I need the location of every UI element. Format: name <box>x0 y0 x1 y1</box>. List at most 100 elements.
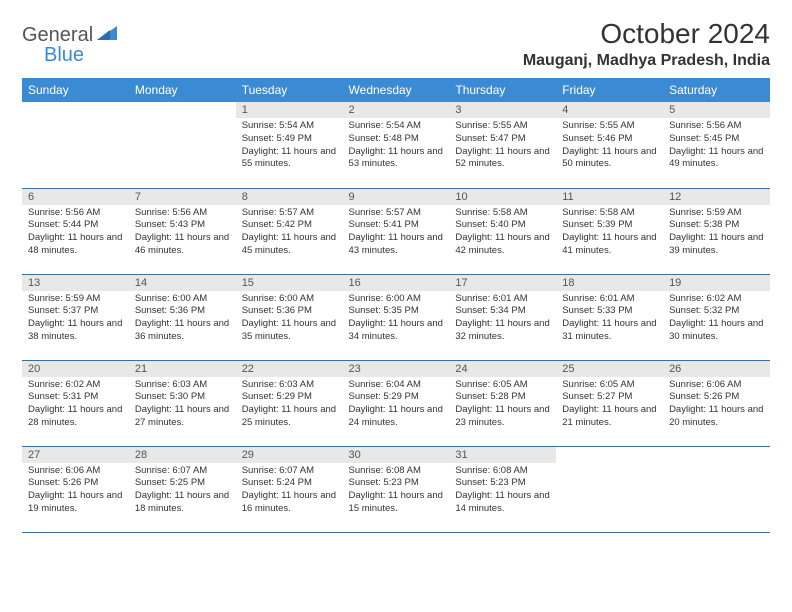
calendar-cell: 12Sunrise: 5:59 AMSunset: 5:38 PMDayligh… <box>663 188 770 274</box>
day-header: Tuesday <box>236 78 343 102</box>
day-body: Sunrise: 5:56 AMSunset: 5:45 PMDaylight:… <box>663 118 770 175</box>
day-number: 21 <box>129 361 236 377</box>
day-body: Sunrise: 6:01 AMSunset: 5:34 PMDaylight:… <box>449 291 556 348</box>
calendar-cell: 21Sunrise: 6:03 AMSunset: 5:30 PMDayligh… <box>129 360 236 446</box>
day-number: 16 <box>343 275 450 291</box>
day-number: 9 <box>343 189 450 205</box>
day-body: Sunrise: 5:57 AMSunset: 5:42 PMDaylight:… <box>236 205 343 262</box>
calendar-cell: 11Sunrise: 5:58 AMSunset: 5:39 PMDayligh… <box>556 188 663 274</box>
day-body: Sunrise: 6:00 AMSunset: 5:36 PMDaylight:… <box>129 291 236 348</box>
day-number: 1 <box>236 102 343 118</box>
calendar-cell: 14Sunrise: 6:00 AMSunset: 5:36 PMDayligh… <box>129 274 236 360</box>
day-body: Sunrise: 6:03 AMSunset: 5:30 PMDaylight:… <box>129 377 236 434</box>
day-body: Sunrise: 6:04 AMSunset: 5:29 PMDaylight:… <box>343 377 450 434</box>
title-block: October 2024 Mauganj, Madhya Pradesh, In… <box>523 18 770 70</box>
calendar-cell: 30Sunrise: 6:08 AMSunset: 5:23 PMDayligh… <box>343 446 450 532</box>
day-body: Sunrise: 6:05 AMSunset: 5:27 PMDaylight:… <box>556 377 663 434</box>
day-body: Sunrise: 6:00 AMSunset: 5:36 PMDaylight:… <box>236 291 343 348</box>
day-number: 31 <box>449 447 556 463</box>
day-body: Sunrise: 5:58 AMSunset: 5:39 PMDaylight:… <box>556 205 663 262</box>
day-body: Sunrise: 6:07 AMSunset: 5:24 PMDaylight:… <box>236 463 343 520</box>
calendar-cell: 9Sunrise: 5:57 AMSunset: 5:41 PMDaylight… <box>343 188 450 274</box>
calendar-body: ....1Sunrise: 5:54 AMSunset: 5:49 PMDayl… <box>22 102 770 532</box>
calendar-cell: .. <box>22 102 129 188</box>
day-number: 26 <box>663 361 770 377</box>
day-number: 12 <box>663 189 770 205</box>
day-number: 8 <box>236 189 343 205</box>
calendar-row: 6Sunrise: 5:56 AMSunset: 5:44 PMDaylight… <box>22 188 770 274</box>
day-number: 15 <box>236 275 343 291</box>
calendar-cell: 3Sunrise: 5:55 AMSunset: 5:47 PMDaylight… <box>449 102 556 188</box>
day-number: 6 <box>22 189 129 205</box>
logo-triangle-icon <box>97 26 117 45</box>
logo-text-2: Blue <box>44 44 84 66</box>
day-number: 3 <box>449 102 556 118</box>
day-body: Sunrise: 5:57 AMSunset: 5:41 PMDaylight:… <box>343 205 450 262</box>
calendar-cell: 16Sunrise: 6:00 AMSunset: 5:35 PMDayligh… <box>343 274 450 360</box>
day-number: 13 <box>22 275 129 291</box>
calendar-row: ....1Sunrise: 5:54 AMSunset: 5:49 PMDayl… <box>22 102 770 188</box>
calendar-cell: 31Sunrise: 6:08 AMSunset: 5:23 PMDayligh… <box>449 446 556 532</box>
calendar-cell: .. <box>129 102 236 188</box>
day-number: 10 <box>449 189 556 205</box>
day-number: 22 <box>236 361 343 377</box>
location-text: Mauganj, Madhya Pradesh, India <box>523 52 770 70</box>
day-number: 30 <box>343 447 450 463</box>
calendar-cell: 15Sunrise: 6:00 AMSunset: 5:36 PMDayligh… <box>236 274 343 360</box>
calendar-cell: 29Sunrise: 6:07 AMSunset: 5:24 PMDayligh… <box>236 446 343 532</box>
day-number: 7 <box>129 189 236 205</box>
calendar-cell: 5Sunrise: 5:56 AMSunset: 5:45 PMDaylight… <box>663 102 770 188</box>
calendar-cell: 19Sunrise: 6:02 AMSunset: 5:32 PMDayligh… <box>663 274 770 360</box>
calendar-cell: 1Sunrise: 5:54 AMSunset: 5:49 PMDaylight… <box>236 102 343 188</box>
calendar-cell: 10Sunrise: 5:58 AMSunset: 5:40 PMDayligh… <box>449 188 556 274</box>
calendar-row: 27Sunrise: 6:06 AMSunset: 5:26 PMDayligh… <box>22 446 770 532</box>
day-number: 27 <box>22 447 129 463</box>
day-number: 29 <box>236 447 343 463</box>
day-body: Sunrise: 5:54 AMSunset: 5:48 PMDaylight:… <box>343 118 450 175</box>
day-header: Sunday <box>22 78 129 102</box>
calendar-cell: 17Sunrise: 6:01 AMSunset: 5:34 PMDayligh… <box>449 274 556 360</box>
calendar-cell: 13Sunrise: 5:59 AMSunset: 5:37 PMDayligh… <box>22 274 129 360</box>
calendar-cell: 28Sunrise: 6:07 AMSunset: 5:25 PMDayligh… <box>129 446 236 532</box>
day-number: 28 <box>129 447 236 463</box>
day-number: 4 <box>556 102 663 118</box>
day-number: 11 <box>556 189 663 205</box>
calendar-cell: 7Sunrise: 5:56 AMSunset: 5:43 PMDaylight… <box>129 188 236 274</box>
day-body: Sunrise: 6:08 AMSunset: 5:23 PMDaylight:… <box>449 463 556 520</box>
day-number: 23 <box>343 361 450 377</box>
logo-sub: Blue <box>44 44 84 67</box>
day-number: 14 <box>129 275 236 291</box>
day-body: Sunrise: 6:02 AMSunset: 5:32 PMDaylight:… <box>663 291 770 348</box>
day-header: Thursday <box>449 78 556 102</box>
day-body: Sunrise: 5:54 AMSunset: 5:49 PMDaylight:… <box>236 118 343 175</box>
day-number: 19 <box>663 275 770 291</box>
day-body: Sunrise: 6:00 AMSunset: 5:35 PMDaylight:… <box>343 291 450 348</box>
calendar-table: SundayMondayTuesdayWednesdayThursdayFrid… <box>22 78 770 533</box>
day-body: Sunrise: 6:07 AMSunset: 5:25 PMDaylight:… <box>129 463 236 520</box>
day-number: 20 <box>22 361 129 377</box>
calendar-head: SundayMondayTuesdayWednesdayThursdayFrid… <box>22 78 770 102</box>
day-header: Saturday <box>663 78 770 102</box>
day-body: Sunrise: 6:08 AMSunset: 5:23 PMDaylight:… <box>343 463 450 520</box>
calendar-row: 20Sunrise: 6:02 AMSunset: 5:31 PMDayligh… <box>22 360 770 446</box>
calendar-cell: 23Sunrise: 6:04 AMSunset: 5:29 PMDayligh… <box>343 360 450 446</box>
calendar-cell: 18Sunrise: 6:01 AMSunset: 5:33 PMDayligh… <box>556 274 663 360</box>
day-body: Sunrise: 5:55 AMSunset: 5:46 PMDaylight:… <box>556 118 663 175</box>
day-body: Sunrise: 5:56 AMSunset: 5:43 PMDaylight:… <box>129 205 236 262</box>
calendar-cell: 8Sunrise: 5:57 AMSunset: 5:42 PMDaylight… <box>236 188 343 274</box>
day-number: 18 <box>556 275 663 291</box>
day-header: Friday <box>556 78 663 102</box>
month-title: October 2024 <box>523 18 770 50</box>
day-header: Monday <box>129 78 236 102</box>
calendar-cell: 25Sunrise: 6:05 AMSunset: 5:27 PMDayligh… <box>556 360 663 446</box>
calendar-cell: 24Sunrise: 6:05 AMSunset: 5:28 PMDayligh… <box>449 360 556 446</box>
calendar-cell: 22Sunrise: 6:03 AMSunset: 5:29 PMDayligh… <box>236 360 343 446</box>
day-body: Sunrise: 5:59 AMSunset: 5:37 PMDaylight:… <box>22 291 129 348</box>
day-body: Sunrise: 5:55 AMSunset: 5:47 PMDaylight:… <box>449 118 556 175</box>
calendar-cell: .. <box>663 446 770 532</box>
day-number: 25 <box>556 361 663 377</box>
calendar-cell: 26Sunrise: 6:06 AMSunset: 5:26 PMDayligh… <box>663 360 770 446</box>
calendar-cell: 20Sunrise: 6:02 AMSunset: 5:31 PMDayligh… <box>22 360 129 446</box>
day-number: 2 <box>343 102 450 118</box>
day-body: Sunrise: 5:56 AMSunset: 5:44 PMDaylight:… <box>22 205 129 262</box>
